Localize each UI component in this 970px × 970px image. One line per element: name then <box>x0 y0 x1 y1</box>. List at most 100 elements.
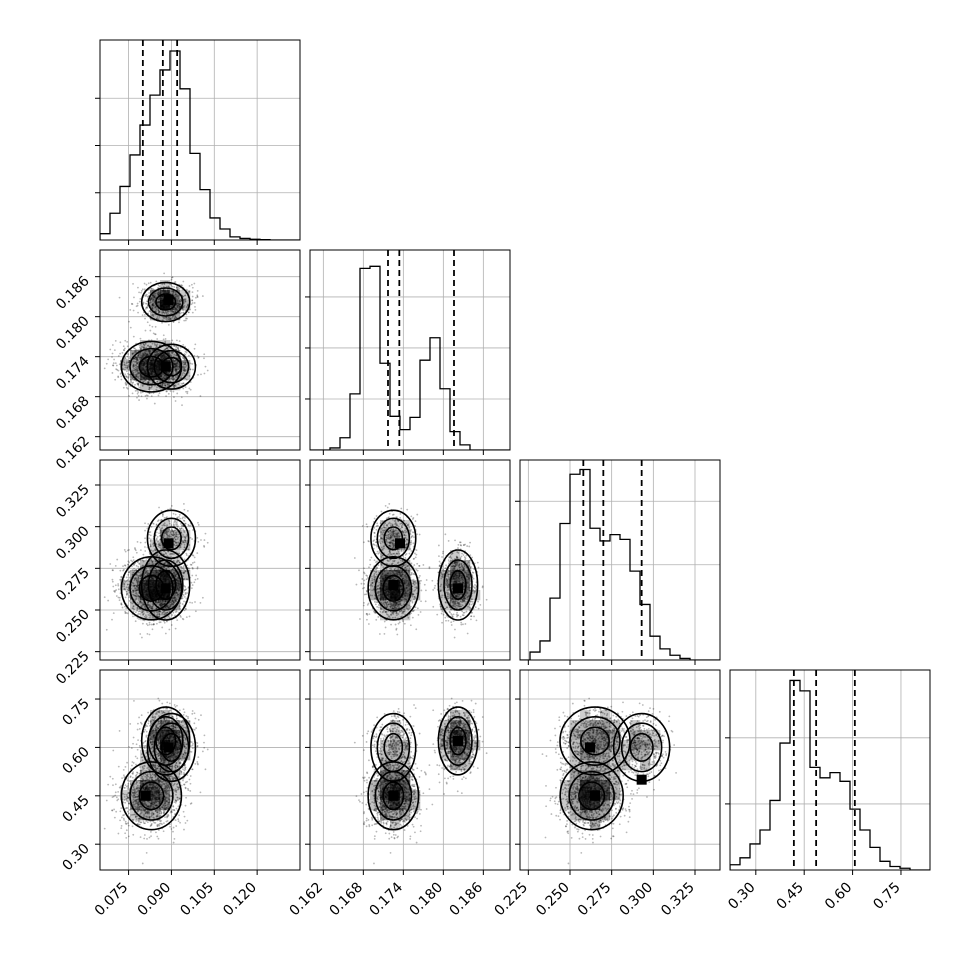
sample-point <box>141 355 144 358</box>
sample-point <box>181 617 184 620</box>
sample-point <box>178 516 180 518</box>
sample-point <box>161 573 164 576</box>
sample-point <box>152 593 155 595</box>
sample-point <box>132 363 135 366</box>
density-cell <box>160 550 171 561</box>
sample-point <box>150 586 152 588</box>
sample-point <box>199 395 202 397</box>
sample-point <box>183 365 186 368</box>
sample-point <box>132 364 135 367</box>
sample-point <box>115 595 118 597</box>
sample-point <box>148 365 151 368</box>
sample-point <box>164 311 167 314</box>
sample-point <box>161 358 164 361</box>
sample-point <box>160 298 163 301</box>
sample-point <box>138 596 141 599</box>
density-cell <box>140 350 151 361</box>
sample-point <box>134 547 136 549</box>
sample-point <box>114 584 117 587</box>
sample-point <box>136 359 139 361</box>
sample-point <box>168 595 171 598</box>
sample-point <box>158 506 160 509</box>
sample-point <box>178 527 181 530</box>
sample-point <box>142 363 145 366</box>
sample-point <box>155 377 158 380</box>
sample-point <box>160 304 163 307</box>
sample-point <box>142 590 145 593</box>
sample-point <box>135 375 138 378</box>
sample-point <box>160 305 163 308</box>
sample-point <box>133 367 135 370</box>
sample-point <box>162 594 165 597</box>
sample-point <box>158 544 161 547</box>
sample-point <box>164 374 167 377</box>
sample-point <box>163 382 166 384</box>
sample-point <box>164 575 166 578</box>
sample-point <box>170 605 172 608</box>
sample-point <box>126 358 128 361</box>
sample-point <box>184 362 187 365</box>
sample-point <box>157 583 160 586</box>
sample-point <box>149 309 152 312</box>
sample-point <box>135 349 138 352</box>
sample-point <box>144 572 147 575</box>
sample-point <box>180 396 183 399</box>
sample-point <box>132 591 135 594</box>
sample-point <box>149 543 152 546</box>
sample-point <box>158 610 161 613</box>
sample-point <box>170 305 172 308</box>
sample-point <box>187 311 190 314</box>
sample-point <box>175 293 177 296</box>
sample-point <box>178 340 181 343</box>
sample-point <box>182 382 184 385</box>
sample-point <box>152 304 155 307</box>
sample-point <box>159 599 162 602</box>
sample-point <box>184 361 187 364</box>
sample-point <box>182 369 185 372</box>
sample-point <box>173 363 176 366</box>
sample-point <box>178 303 181 306</box>
sample-point <box>151 583 154 586</box>
sample-point <box>184 361 186 364</box>
sample-point <box>135 358 137 361</box>
sample-point <box>164 594 167 597</box>
sample-point <box>167 581 170 583</box>
sample-point <box>166 578 168 581</box>
sample-point <box>161 295 164 298</box>
sample-point <box>183 609 186 612</box>
sample-point <box>157 361 160 364</box>
sample-point <box>144 591 147 594</box>
sample-point <box>182 309 185 311</box>
sample-point <box>154 594 157 597</box>
sample-point <box>191 295 194 298</box>
sample-point <box>162 603 165 606</box>
sample-point <box>149 361 152 364</box>
sample-point <box>170 529 173 532</box>
sample-point <box>165 356 168 358</box>
sample-point <box>179 529 182 532</box>
sample-point <box>124 605 126 608</box>
sample-point <box>146 593 149 596</box>
sample-point <box>158 285 161 288</box>
sample-point <box>172 311 175 313</box>
sample-point <box>157 372 159 375</box>
sample-point <box>125 362 128 365</box>
sample-point <box>142 362 145 364</box>
sample-point <box>145 590 148 593</box>
sample-point <box>151 325 154 328</box>
sample-point <box>191 538 194 540</box>
sample-point <box>163 311 166 314</box>
sample-point <box>147 523 150 525</box>
sample-point <box>162 305 165 308</box>
sample-point <box>177 596 180 598</box>
sample-point <box>183 558 186 561</box>
sample-point <box>150 591 153 594</box>
sample-point <box>159 564 162 566</box>
sample-point <box>172 604 175 606</box>
sample-point <box>148 392 151 395</box>
sample-point <box>156 316 159 318</box>
sample-point <box>154 549 157 552</box>
sample-point <box>148 288 151 291</box>
sample-point <box>151 342 154 345</box>
sample-point <box>158 311 161 313</box>
